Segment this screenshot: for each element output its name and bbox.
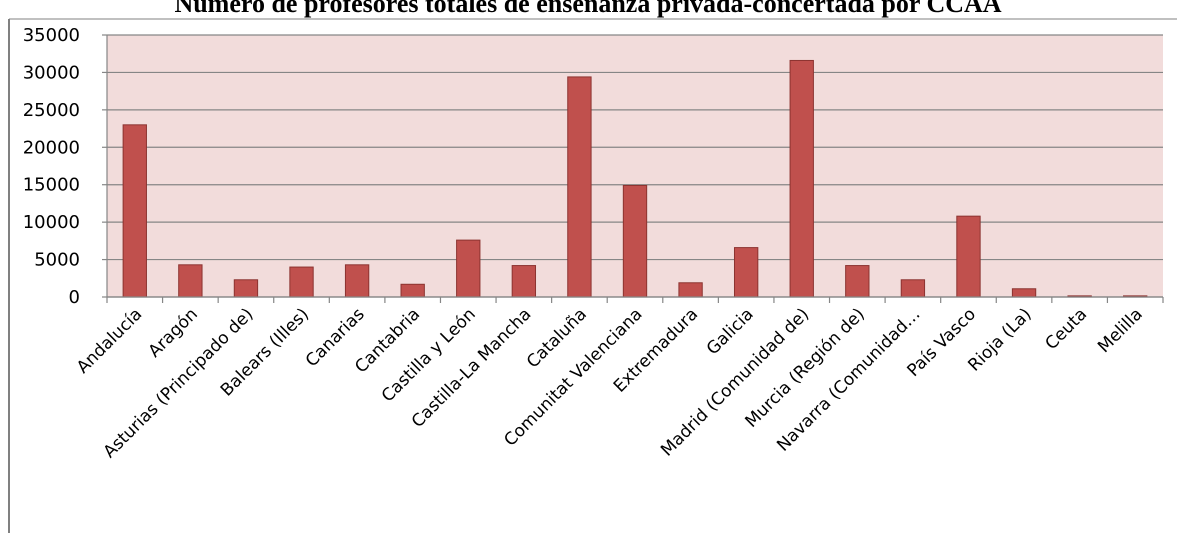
bar: [733, 247, 759, 298]
bar: [233, 279, 259, 298]
bar: [622, 184, 648, 298]
bar: [956, 215, 981, 298]
y-tick-label: 0: [69, 287, 80, 308]
y-tick-label: 20000: [23, 137, 80, 158]
bar: [178, 264, 203, 298]
bar: [344, 264, 370, 298]
bar: [789, 59, 814, 298]
bar: [900, 279, 926, 298]
bar: [567, 76, 592, 298]
y-tick-label: 30000: [23, 62, 80, 83]
y-tick-label: 5000: [34, 250, 80, 271]
bar: [678, 282, 703, 298]
bar: [511, 265, 537, 298]
bar: [400, 283, 425, 298]
bar: [456, 239, 481, 298]
y-tick-label: 25000: [23, 100, 80, 121]
y-tick-label: 35000: [23, 25, 80, 46]
bar: [122, 124, 147, 298]
y-tick-label: 10000: [23, 212, 80, 233]
bar: [289, 266, 314, 298]
y-tick-label: 15000: [23, 175, 80, 196]
bar: [845, 265, 870, 298]
bar: [1011, 288, 1037, 298]
chart-title: Número de profesores totales de enseñanz…: [174, 0, 1001, 18]
